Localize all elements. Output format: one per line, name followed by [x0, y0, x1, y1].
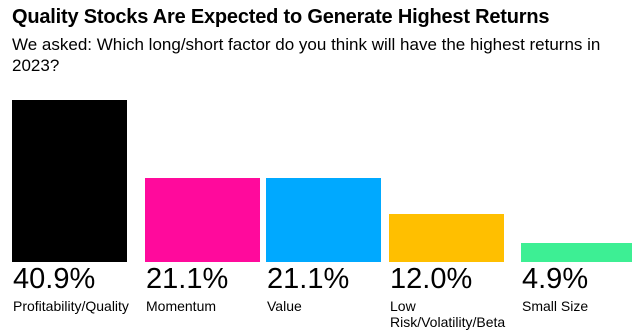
- bar: [521, 242, 632, 262]
- bar: [12, 100, 127, 262]
- category-label: Small Size: [522, 298, 589, 314]
- category-label: Low Risk/Volatility/Beta: [390, 298, 506, 330]
- bar: [145, 178, 260, 262]
- category-label: Value: [267, 298, 302, 314]
- chart-title: Quality Stocks Are Expected to Generate …: [12, 6, 550, 28]
- value-label: 21.1%: [146, 263, 229, 295]
- value-label: 12.0%: [390, 263, 473, 295]
- category-label: Momentum: [146, 298, 217, 314]
- value-label: 21.1%: [267, 263, 350, 295]
- bar: [389, 214, 504, 262]
- bar: [266, 178, 381, 262]
- value-label: 4.9%: [522, 263, 589, 295]
- category-label: Profitability/Quality: [13, 298, 129, 314]
- value-label: 40.9%: [13, 263, 96, 295]
- chart-subtitle: We asked: Which long/short factor do you…: [12, 35, 601, 75]
